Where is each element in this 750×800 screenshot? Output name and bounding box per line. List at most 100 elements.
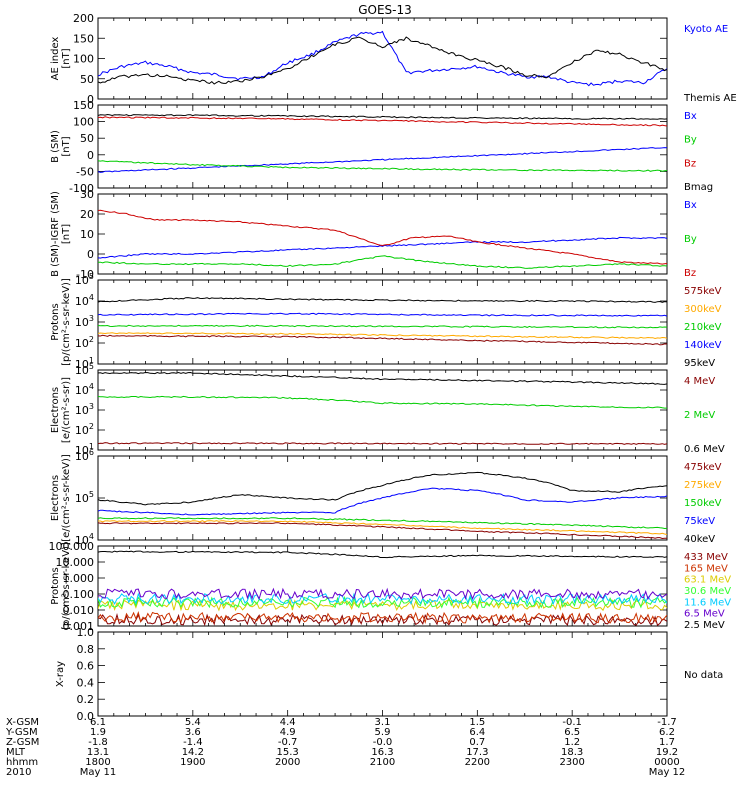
y-tick-label: 105 <box>75 362 94 377</box>
ephemeris-value: 6.5 <box>564 727 580 738</box>
legend-label: 275keV <box>684 480 722 491</box>
legend-label: Bx <box>684 200 697 211</box>
panel-bsm: -100 -50 0 50 100 150 B (SM)[nT] Bx By Bz Bmag <box>50 99 713 195</box>
y-tick-label: 105 <box>75 272 94 287</box>
panel-protons2: 0.0010.0100.1001.00010.000100.000Protons… <box>49 540 732 633</box>
series-line-575keV <box>98 334 667 346</box>
panel-protons1: 101102103104105Protons[p/(cm²-s-sr-keV)]… <box>50 272 722 371</box>
y-axis-label-line: [nT] <box>61 48 72 68</box>
y-tick-exponent: 5 <box>89 490 94 499</box>
ephemeris-table: X-GSM 6.1 5.4 4.4 3.1 1.5 -0.1 -1.7 Y-GSM 1.9 3.6 4… <box>5 717 685 778</box>
ephemeris-value: 1800 <box>85 757 110 768</box>
y-axis-label-line: Protons <box>50 567 61 604</box>
ephemeris-value: 2200 <box>465 757 490 768</box>
y-axis-label: Protons[p/(cm²-s-sr-keV)] <box>50 278 72 366</box>
y-tick-label: 106 <box>75 448 94 463</box>
ephemeris-value: 2100 <box>370 757 395 768</box>
y-tick-label: 105 <box>75 490 94 505</box>
ephemeris-value: 5.4 <box>185 717 201 728</box>
y-axis-label: AE index[nT] <box>50 37 72 81</box>
series-line-2-MeV <box>98 395 667 409</box>
series-line-Bz <box>98 116 667 127</box>
y-tick-label: 104 <box>75 293 94 308</box>
ephemeris-value: 19.2 <box>656 747 678 758</box>
ephemeris-value: 2300 <box>559 757 584 768</box>
y-tick-label: 150 <box>73 32 94 45</box>
ephemeris-row-label: Y-GSM <box>5 727 38 738</box>
ephemeris-value: 1.2 <box>564 737 580 748</box>
series-line-Themis-AE <box>98 36 667 85</box>
ephemeris-row-label: hhmm <box>6 757 38 768</box>
y-tick-label: 0.2 <box>77 693 95 706</box>
legend-label: Bx <box>684 111 697 122</box>
y-tick-label: 103 <box>75 314 94 329</box>
y-tick-label: 0 <box>87 248 94 261</box>
series-line-By <box>98 255 667 269</box>
legend-label: 2 MeV <box>684 410 715 421</box>
ephemeris-value: 6.4 <box>469 727 485 738</box>
ephemeris-value: 0000 <box>654 757 679 768</box>
y-axis-label: Electrons[e/(cm²-s-sr)] <box>50 377 72 443</box>
series-line-275keV <box>98 520 667 535</box>
y-tick-exponent: 4 <box>89 532 94 541</box>
y-axis-label-line: Electrons <box>50 475 61 521</box>
legend-label: 4 MeV <box>684 376 715 387</box>
y-tick-label: 20 <box>80 208 94 221</box>
y-axis-label-line: B (SM)-IGRF (SM) <box>50 191 61 277</box>
panel-xray: 0.0 0.2 0.4 0.6 0.8 1.0 X-ray No data <box>55 626 723 723</box>
ephemeris-value: 1.7 <box>659 737 675 748</box>
legend-label: 150keV <box>684 498 722 509</box>
series-line-475keV <box>98 522 667 540</box>
series-line-Bx <box>98 147 667 173</box>
legend-label: 210keV <box>684 322 722 333</box>
y-tick-label: 102 <box>75 335 94 350</box>
series-line-165-MeV <box>98 611 667 625</box>
y-tick-label: 0.0 <box>77 710 95 723</box>
y-tick-label: 30 <box>80 188 94 201</box>
ephemeris-value: 1900 <box>180 757 205 768</box>
y-tick-label: 104 <box>75 382 94 397</box>
series-line-30.6-MeV <box>98 595 667 609</box>
legend-label: 63.1 MeV <box>684 575 731 586</box>
series-line-6.5-MeV <box>98 587 667 601</box>
y-tick-label: 1.000 <box>63 572 95 585</box>
legend-label: 0.6 MeV <box>684 444 725 455</box>
y-tick-label: 50 <box>80 73 94 86</box>
y-tick-label: 0.8 <box>77 643 95 656</box>
series-line-95keV <box>98 297 667 303</box>
y-tick-exponent: 2 <box>89 335 94 344</box>
panel-frame <box>97 279 668 365</box>
legend-label: 575keV <box>684 286 722 297</box>
ephemeris-value: 4.4 <box>280 717 296 728</box>
ephemeris-value: 14.2 <box>182 747 204 758</box>
y-tick-exponent: 3 <box>89 314 94 323</box>
legend-label: 433 MeV <box>684 552 728 563</box>
legend-label: Bz <box>684 158 696 169</box>
y-tick-label: 10 <box>80 228 94 241</box>
y-axis-label: Protons[p/(cm²-s-sr-keV)] <box>50 542 72 630</box>
ephemeris-year: 2010 <box>6 767 31 778</box>
series-line-0.6-MeV <box>98 371 667 385</box>
panel-frame <box>97 631 668 717</box>
ephemeris-value: 4.9 <box>280 727 296 738</box>
y-axis-label: B (SM)-IGRF (SM)[nT] <box>50 191 72 277</box>
y-axis-label-line: [e/(cm²-s-sr)] <box>61 377 72 443</box>
y-tick-exponent: 4 <box>89 382 94 391</box>
y-tick-exponent: 1 <box>89 356 94 365</box>
y-tick-label: 100 <box>73 116 94 129</box>
y-axis-label: Electrons[e/(cm²-s-sr-keV)] <box>50 454 72 542</box>
legend-label: By <box>684 135 697 146</box>
ephemeris-value: 3.6 <box>185 727 201 738</box>
series-line-210keV <box>98 324 667 329</box>
legend-label: Bz <box>684 268 696 279</box>
series-line-433-MeV <box>98 613 667 626</box>
panel-frame <box>97 193 668 275</box>
legend-label: 300keV <box>684 304 722 315</box>
y-axis-label-line: Electrons <box>50 387 61 433</box>
y-tick-label: 0 <box>87 149 94 162</box>
y-tick-exponent: 5 <box>89 272 94 281</box>
